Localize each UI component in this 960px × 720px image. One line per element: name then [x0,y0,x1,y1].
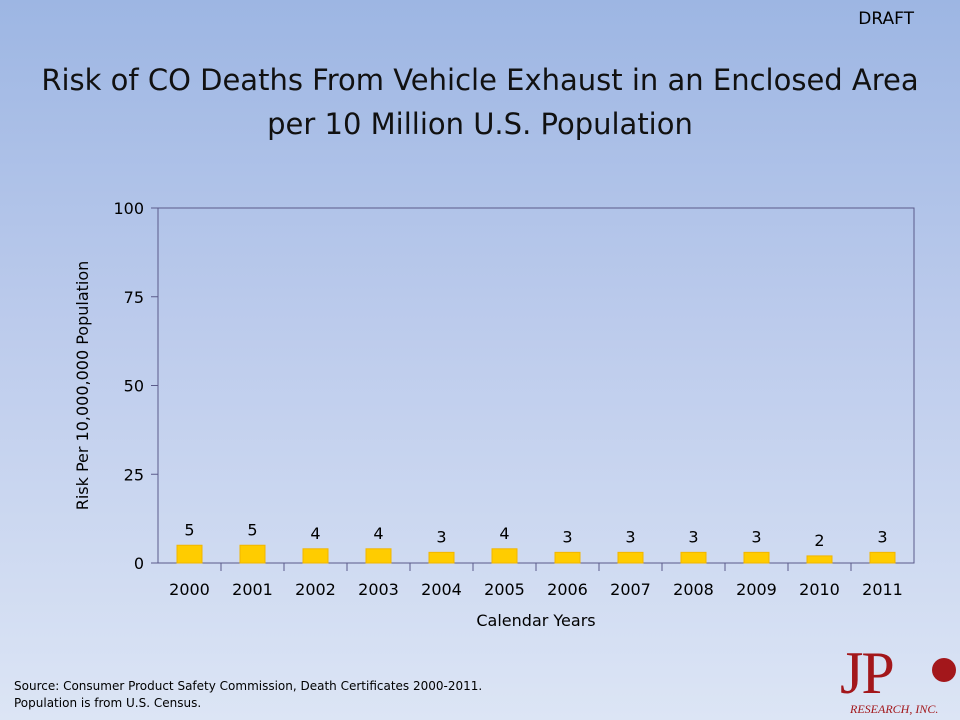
slide-title: Risk of CO Deaths From Vehicle Exhaust i… [0,58,960,146]
bar [806,555,833,564]
bar [869,551,896,564]
bar [428,551,455,564]
title-line-1: Risk of CO Deaths From Vehicle Exhaust i… [41,63,919,97]
data-label: 3 [562,527,572,546]
data-label: 4 [373,524,383,543]
bar [554,551,581,564]
x-tick-label: 2001 [232,580,273,599]
bar [491,548,518,564]
jp-research-logo: JP RESEARCH, INC. [838,640,960,720]
source-line-2: Population is from U.S. Census. [14,696,202,710]
bar [365,548,392,564]
x-tick-label: 2010 [799,580,840,599]
source-line-1: Source: Consumer Product Safety Commissi… [14,679,483,693]
source-note: Source: Consumer Product Safety Commissi… [14,678,482,712]
bar [176,544,203,564]
data-label: 5 [184,520,194,539]
bar [617,551,644,564]
data-label: 3 [625,527,635,546]
x-tick-label: 2009 [736,580,777,599]
bar [743,551,770,564]
y-tick-label: 100 [113,199,144,218]
x-tick-label: 2011 [862,580,903,599]
title-line-2: per 10 Million U.S. Population [267,107,693,141]
bar [302,548,329,564]
data-label: 2 [814,531,824,550]
draft-label: DRAFT [858,9,914,29]
data-label: 4 [499,524,509,543]
data-label: 4 [310,524,320,543]
x-tick-label: 2003 [358,580,399,599]
x-tick-label: 2002 [295,580,336,599]
plot-frame [157,207,915,564]
x-tick-label: 2004 [421,580,462,599]
data-label: 3 [877,527,887,546]
data-label: 5 [247,520,257,539]
x-tick-label: 2005 [484,580,525,599]
y-axis-title: Risk Per 10,000,000 Population [73,261,92,511]
y-tick-label: 0 [134,554,144,573]
x-tick-label: 2007 [610,580,651,599]
data-label: 3 [751,527,761,546]
y-tick-label: 25 [124,465,144,484]
bar [239,544,266,564]
logo-dot-icon [932,658,956,682]
x-tick-label: 2008 [673,580,714,599]
bar [680,551,707,564]
logo-subtext: RESEARCH, INC. [850,702,939,716]
x-axis-title: Calendar Years [476,611,595,630]
x-tick-label: 2000 [169,580,210,599]
data-label: 3 [688,527,698,546]
y-tick-label: 75 [124,288,144,307]
x-tick-label: 2006 [547,580,588,599]
logo-text: JP [840,640,895,706]
data-label: 3 [436,527,446,546]
y-tick-label: 50 [124,377,144,396]
